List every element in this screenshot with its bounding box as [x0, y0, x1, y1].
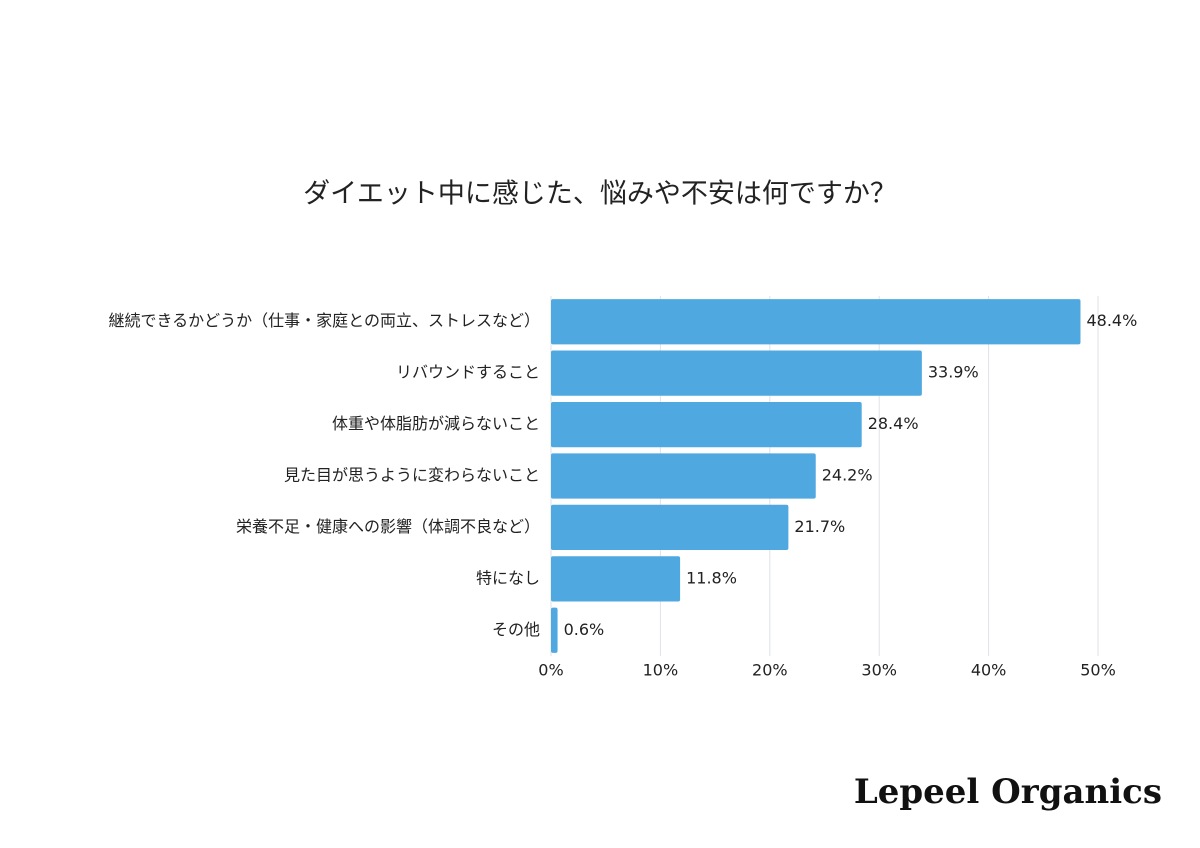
bar: [551, 350, 922, 396]
bar: [551, 453, 816, 499]
y-tick-label: 見た目が思うように変わらないこと: [284, 466, 540, 485]
value-label: 28.4%: [868, 414, 919, 433]
y-tick-label: 継続できるかどうか（仕事・家庭との両立、ストレスなど）: [108, 311, 540, 330]
x-tick-label: 40%: [971, 661, 1007, 680]
chart-title: ダイエット中に感じた、悩みや不安は何ですか？: [303, 179, 897, 210]
value-label: 33.9%: [928, 363, 979, 382]
value-label: 48.4%: [1086, 311, 1137, 330]
bar: [551, 504, 789, 551]
x-tick-label: 30%: [861, 661, 897, 680]
value-label: 11.8%: [686, 568, 737, 587]
bar: [551, 299, 1081, 345]
y-tick-label: リバウンドすること: [396, 363, 540, 382]
value-label: 24.2%: [822, 466, 873, 485]
y-tick-label: その他: [492, 620, 540, 639]
bar: [551, 556, 681, 602]
bar: [551, 607, 558, 653]
bar: [551, 401, 862, 448]
value-label: 0.6%: [564, 620, 605, 639]
x-tick-label: 0%: [538, 661, 563, 680]
y-tick-label: 体重や体脂肪が減らないこと: [332, 414, 540, 433]
x-tick-label: 50%: [1080, 661, 1116, 680]
brand: Lepeel Organics: [854, 772, 1162, 812]
value-label: 21.7%: [794, 517, 845, 536]
y-tick-label: 特になし: [476, 568, 540, 587]
x-tick-label: 20%: [752, 661, 788, 680]
y-tick-label: 栄養不足・健康への影響（体調不良など）: [236, 517, 540, 536]
x-tick-label: 10%: [643, 661, 679, 680]
